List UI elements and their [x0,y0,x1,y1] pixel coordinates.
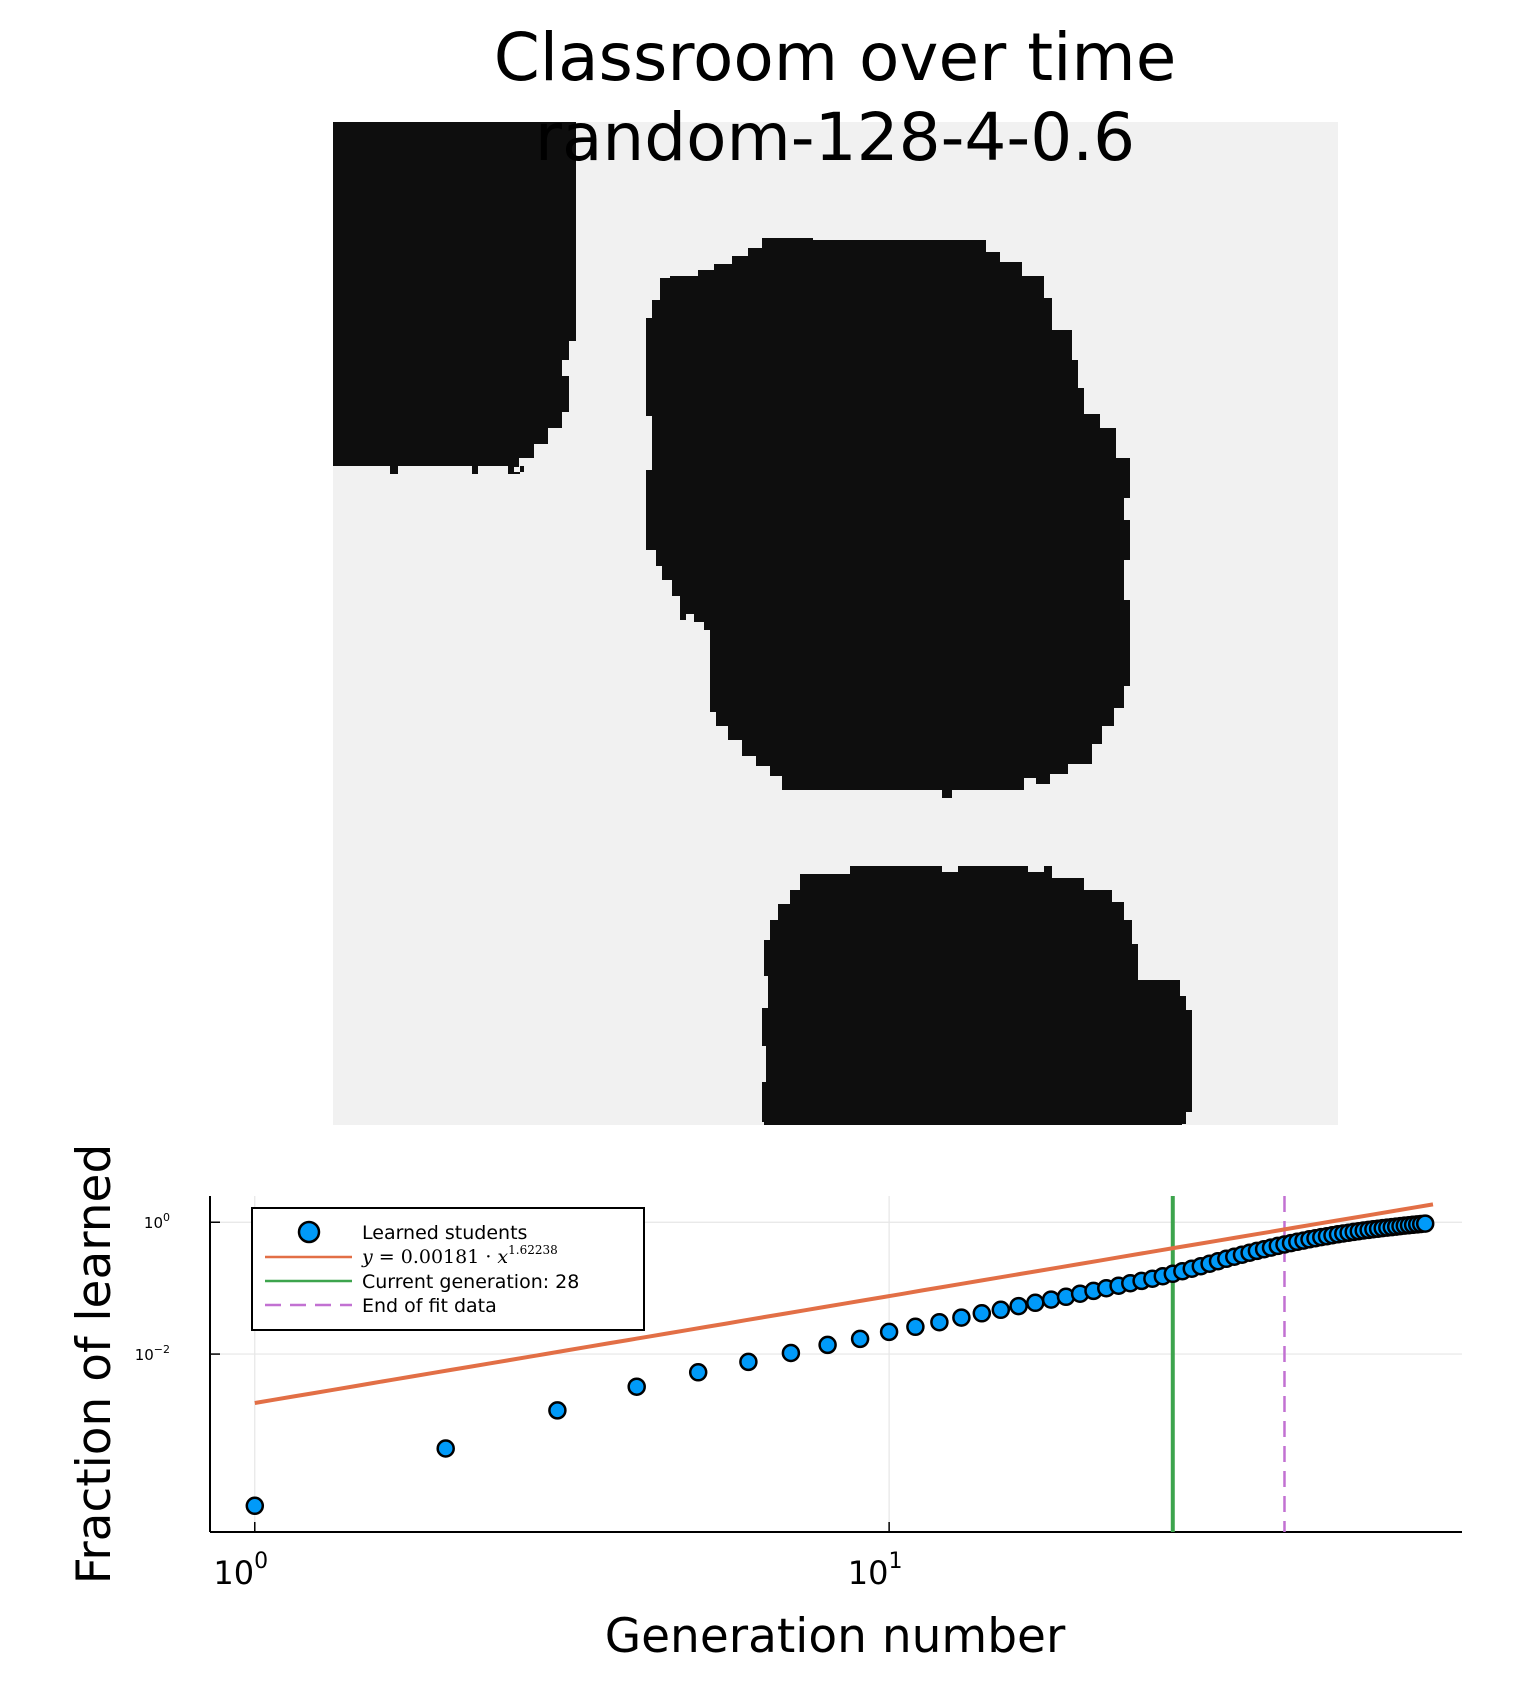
y-tick-exponent: 0 [163,1211,170,1224]
y-tick-label: 100 [144,1211,170,1232]
data-point [245,1496,265,1516]
heatmap-blobs [333,122,1192,1125]
x-tick-label: 100 [213,1549,268,1592]
x-tick-exponent: 1 [888,1549,902,1574]
legend-fit-eq: = 0.00181 · [373,1246,498,1268]
y-axis-label: Fraction of learned [67,1144,122,1585]
data-point [818,1335,837,1355]
y-tick-exponent: −2 [154,1343,170,1356]
data-point [627,1377,646,1396]
data-point [972,1304,992,1323]
legend-label-current-generation: Current generation: 28 [362,1271,579,1293]
learned-region-3 [762,866,1192,1125]
data-point [1009,1296,1028,1316]
data-point [952,1308,971,1327]
x-axis-label: Generation number [605,1609,1066,1664]
learned-region-2 [646,238,1130,798]
legend-swatch-learned-students [297,1220,321,1244]
x-tick-exponent: 0 [254,1549,268,1574]
plot-axes [209,1196,1462,1533]
fit-curve [254,1202,1434,1405]
data-point [548,1401,567,1420]
data-point [991,1300,1011,1320]
data-point [688,1363,708,1382]
legend-label-learned-students: Learned students [362,1222,527,1244]
legend-label-end-of-fit: End of fit data [362,1295,497,1317]
legend: Learned students y = 0.00181 · x1.62238 … [251,1207,645,1331]
legend-fit-x: x [497,1246,508,1268]
y-tick-label: 10−2 [135,1343,170,1364]
heatmap-panel: Classroom over time random-128-4-0.6 [333,19,1338,1125]
data-point [850,1329,870,1349]
plot-series [245,1196,1435,1532]
x-tick-label: 101 [848,1549,903,1592]
legend-fit-exponent: 1.62238 [508,1243,558,1257]
chart-title-line-1: Classroom over time [494,19,1177,96]
learned-region-1 [333,122,576,474]
data-point [930,1312,949,1332]
legend-label-fit: y = 0.00181 · x1.62238 [361,1243,558,1268]
data-point [1415,1214,1435,1233]
legend-fit-y: y [361,1246,373,1268]
data-point [781,1343,801,1363]
data-point [879,1322,899,1342]
data-point [436,1439,455,1458]
chart-title-line-2: random-128-4-0.6 [535,99,1135,176]
data-point [906,1317,925,1337]
data-point [1041,1290,1061,1309]
data-point [739,1352,758,1372]
data-point [1026,1293,1045,1313]
